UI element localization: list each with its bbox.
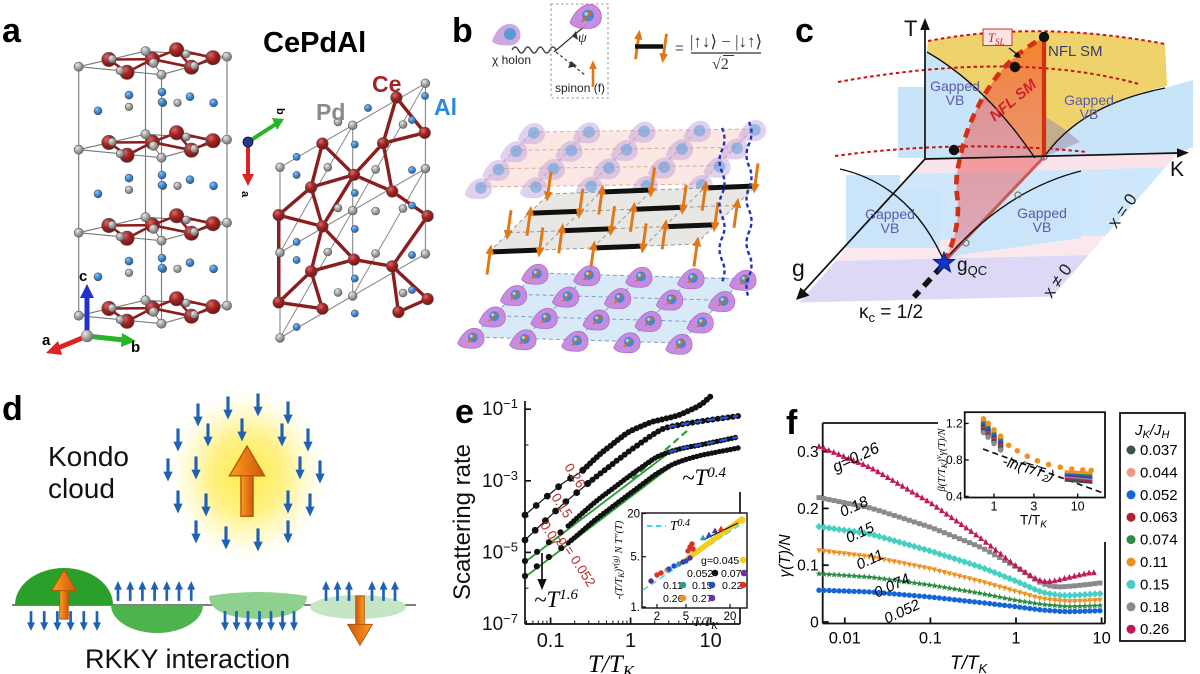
svg-text:CePdAl: CePdAl (263, 27, 366, 59)
svg-text:0.074: 0.074 (871, 570, 912, 601)
svg-text:0.8: 0.8 (946, 453, 963, 467)
svg-text:0.11: 0.11 (854, 546, 887, 573)
svg-text:0.1: 0.1 (797, 558, 819, 575)
svg-text:T/TK: T/TK (950, 653, 989, 674)
svg-text:0.1: 0.1 (537, 630, 565, 652)
svg-text:0.26: 0.26 (663, 593, 684, 605)
svg-text:RKKY interaction: RKKY interaction (85, 644, 290, 674)
svg-text:|↑↓⟩ − |↓↑⟩: |↑↓⟩ − |↓↑⟩ (690, 32, 762, 51)
svg-text:√2: √2 (712, 56, 729, 73)
svg-text:b: b (274, 108, 286, 115)
svg-text:10−1: 10−1 (482, 396, 518, 420)
svg-text:0.15: 0.15 (1140, 576, 1169, 593)
svg-text:spinon (f): spinon (f) (555, 81, 605, 95)
svg-text:1: 1 (625, 630, 636, 652)
svg-text:0.3: 0.3 (797, 444, 819, 461)
svg-text:0.18: 0.18 (837, 493, 871, 521)
svg-text:0.27: 0.27 (692, 593, 713, 605)
svg-text:5: 5 (683, 611, 689, 623)
svg-text:1.2: 1.2 (946, 416, 963, 430)
svg-text:1: 1 (1011, 630, 1020, 648)
svg-text:=: = (675, 40, 684, 57)
svg-text:0.18: 0.18 (1140, 599, 1169, 616)
svg-text:1: 1 (991, 500, 998, 514)
svg-text:0.2: 0.2 (797, 501, 819, 518)
svg-text:2: 2 (654, 611, 660, 623)
svg-text:g=0.045: g=0.045 (701, 555, 739, 567)
svg-text:T: T (904, 16, 917, 41)
svg-text:0.037: 0.037 (1140, 442, 1178, 459)
svg-text:β(T/TK)νγ(T)/N: β(T/TK)νγ(T)/N (933, 427, 949, 492)
svg-text:cloud: cloud (48, 473, 115, 504)
svg-text:0.26: 0.26 (1140, 621, 1169, 638)
svg-text:0.052: 0.052 (1140, 487, 1178, 504)
svg-text:10−7: 10−7 (482, 611, 518, 635)
svg-text:0.15: 0.15 (548, 490, 575, 520)
svg-text:ψ: ψ (578, 31, 587, 46)
svg-text:5.: 5. (630, 552, 640, 564)
svg-text:b: b (131, 339, 140, 356)
svg-text:γ(T)/N: γ(T)/N (777, 534, 794, 578)
svg-text:0.15: 0.15 (843, 519, 877, 547)
svg-text:a: a (239, 191, 251, 198)
svg-text:0.15: 0.15 (692, 580, 713, 592)
svg-text:NFL SM: NFL SM (1048, 43, 1102, 60)
svg-text:g: g (792, 255, 805, 281)
svg-text:-(T/TK)ν(g) N T″(T): -(T/TK)ν(g) N T″(T) (611, 520, 626, 599)
svg-text:0.063: 0.063 (1140, 509, 1178, 526)
svg-text:K: K (1170, 158, 1184, 181)
svg-text:~T1.6: ~T1.6 (534, 587, 579, 612)
svg-text:~T0.4: ~T0.4 (682, 465, 727, 490)
svg-text:0.1: 0.1 (919, 630, 942, 648)
svg-text:0.11: 0.11 (1140, 554, 1168, 571)
svg-text:Ce: Ce (372, 71, 401, 97)
svg-text:10−3: 10−3 (482, 468, 518, 492)
svg-text:g = 0.052: g = 0.052 (555, 534, 598, 590)
svg-text:T/TK: T/TK (1020, 513, 1048, 531)
svg-text:Kondo: Kondo (48, 441, 129, 472)
svg-text:10: 10 (1092, 630, 1110, 648)
svg-text:0.11: 0.11 (663, 580, 683, 592)
svg-text:0.22: 0.22 (722, 580, 743, 592)
svg-text:0.074: 0.074 (1140, 532, 1178, 549)
svg-text:10: 10 (1071, 500, 1085, 514)
svg-text:T/TK: T/TK (588, 651, 636, 674)
svg-text:Pd: Pd (316, 99, 345, 125)
svg-text:10−5: 10−5 (482, 539, 518, 563)
svg-text:10: 10 (699, 630, 721, 652)
svg-text:Al: Al (434, 94, 457, 120)
svg-text:Scattering rate: Scattering rate (449, 444, 476, 600)
svg-text:κc = 1/2: κc = 1/2 (859, 302, 923, 325)
svg-text:0.01: 0.01 (829, 630, 861, 648)
svg-text:0.052: 0.052 (687, 568, 713, 580)
svg-text:0.4: 0.4 (946, 489, 963, 503)
svg-text:20: 20 (627, 509, 640, 521)
svg-text:0.07: 0.07 (721, 568, 742, 580)
svg-text:20: 20 (724, 611, 737, 623)
svg-text:χ holon: χ holon (492, 53, 531, 67)
svg-text:0.044: 0.044 (1140, 464, 1178, 481)
svg-text:c: c (79, 268, 87, 285)
svg-text:1.: 1. (630, 602, 640, 614)
svg-text:0: 0 (810, 615, 819, 632)
svg-text:a: a (42, 332, 51, 349)
svg-text:3: 3 (1030, 500, 1037, 514)
